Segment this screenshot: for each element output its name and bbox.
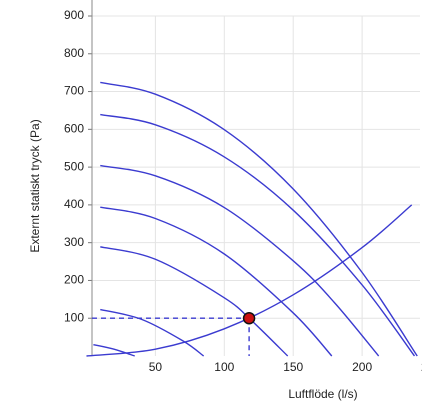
x-tick-label: 200 [352, 360, 372, 374]
y-tick-label: 600 [64, 122, 84, 136]
y-tick-label: 300 [64, 235, 84, 249]
fan-curve [100, 308, 205, 357]
x-tick-label: 50 [149, 360, 163, 374]
y-tick-label: 200 [64, 273, 84, 287]
fan-curve [100, 164, 380, 357]
operating-point [242, 311, 256, 325]
y-tick-label: 900 [64, 8, 84, 22]
fan-curve [100, 206, 333, 357]
fan-curve [100, 246, 289, 357]
y-axis-title: Externt statiskt tryck (Pa) [28, 119, 42, 252]
fan-curve [100, 113, 416, 357]
fan-curve [93, 343, 135, 357]
x-tick-label: 150 [283, 360, 303, 374]
y-tick-label: 400 [64, 197, 84, 211]
fan-curve [100, 81, 418, 357]
fan-curve [86, 204, 413, 357]
y-tick-label: 100 [64, 310, 84, 324]
y-tick-label: 700 [64, 84, 84, 98]
y-tick-label: 800 [64, 46, 84, 60]
y-tick-label: 500 [64, 159, 84, 173]
x-tick-label: 100 [214, 360, 234, 374]
x-axis-title: Luftflöde (l/s) [288, 387, 357, 401]
